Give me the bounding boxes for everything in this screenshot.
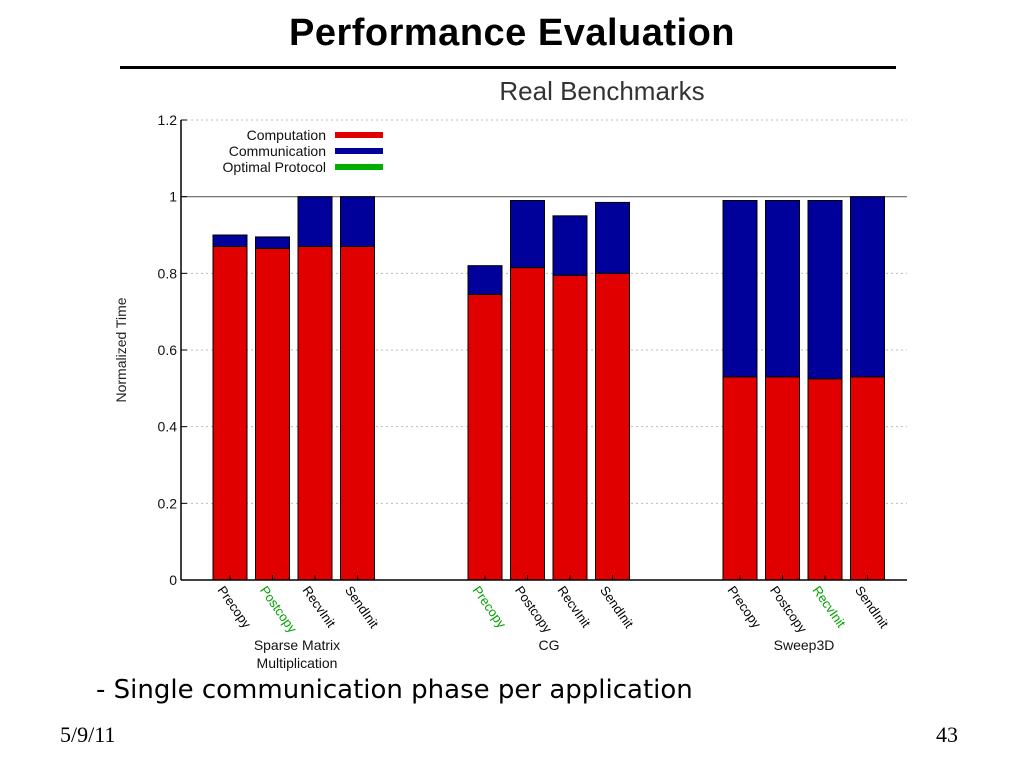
y-tick-label: 0	[169, 572, 177, 588]
computation-bar	[255, 247, 290, 581]
bar-label: Postcopy	[257, 583, 300, 636]
legend-label: Optimal Protocol	[223, 159, 326, 175]
legend-label: Communication	[229, 143, 326, 159]
computation-bar	[807, 378, 843, 581]
legend-swatch	[335, 148, 383, 154]
computation-bar	[722, 376, 758, 581]
footer-date: 5/9/11	[60, 722, 116, 747]
bar-label: RecvInit	[555, 583, 594, 630]
computation-bar	[850, 376, 885, 581]
group-name: CG	[539, 637, 560, 653]
legend-swatch	[335, 164, 383, 170]
y-tick-label: 0.8	[158, 265, 178, 281]
computation-bar	[765, 376, 800, 581]
bar-label: RecvInit	[810, 583, 849, 630]
legend-swatch	[335, 132, 383, 138]
y-tick-label: 1	[169, 189, 177, 205]
slide-title: Performance Evaluation	[288, 12, 736, 54]
group-name: Multiplication	[257, 655, 338, 671]
bar-label: Postcopy	[767, 583, 810, 636]
bar-label: SendInit	[342, 583, 382, 631]
chart-title: Real Benchmarks	[499, 76, 704, 106]
y-axis-label: Normalized Time	[113, 297, 129, 402]
computation-bar	[340, 246, 375, 581]
communication-bar	[255, 236, 290, 249]
computation-bar	[212, 246, 248, 581]
y-tick-label: 1.2	[158, 112, 178, 128]
communication-bar	[850, 196, 885, 378]
y-tick-label: 0.4	[158, 419, 178, 435]
title-divider	[120, 66, 896, 69]
bar-label: Postcopy	[512, 583, 555, 636]
computation-bar	[297, 246, 333, 581]
computation-bar	[595, 272, 630, 581]
communication-bar	[765, 200, 800, 378]
communication-bar	[807, 200, 843, 380]
bar-label: RecvInit	[300, 583, 339, 630]
communication-bar	[552, 215, 588, 276]
communication-bar	[595, 201, 630, 274]
computation-bar	[467, 293, 503, 581]
computation-bar	[510, 267, 545, 581]
y-tick-label: 0.6	[158, 342, 178, 358]
legend-label: Computation	[247, 127, 326, 143]
bullet-text: - Single communication phase per applica…	[96, 675, 693, 705]
y-tick-label: 0.2	[158, 495, 178, 511]
benchmark-chart: Real Benchmarks Normalized Time 00.20.40…	[113, 76, 907, 671]
bars	[212, 196, 885, 581]
axes: 0 0.2 0.4 0.6 0.8 1 1.2	[158, 112, 907, 588]
communication-bar	[722, 200, 758, 378]
group-name: Sweep3D	[774, 637, 835, 653]
communication-bar	[510, 200, 545, 269]
bar-label: SendInit	[852, 583, 892, 631]
communication-bar	[467, 265, 503, 295]
group-name: Sparse Matrix	[254, 637, 340, 653]
bar-label: Precopy	[470, 583, 510, 631]
communication-bar	[297, 196, 333, 248]
bar-label: Precopy	[215, 583, 255, 631]
communication-bar	[212, 234, 248, 247]
bar-label: Precopy	[725, 583, 765, 631]
computation-bar	[552, 274, 588, 581]
communication-bar	[340, 196, 375, 248]
page-number: 43	[936, 722, 958, 747]
bar-label: SendInit	[597, 583, 637, 631]
